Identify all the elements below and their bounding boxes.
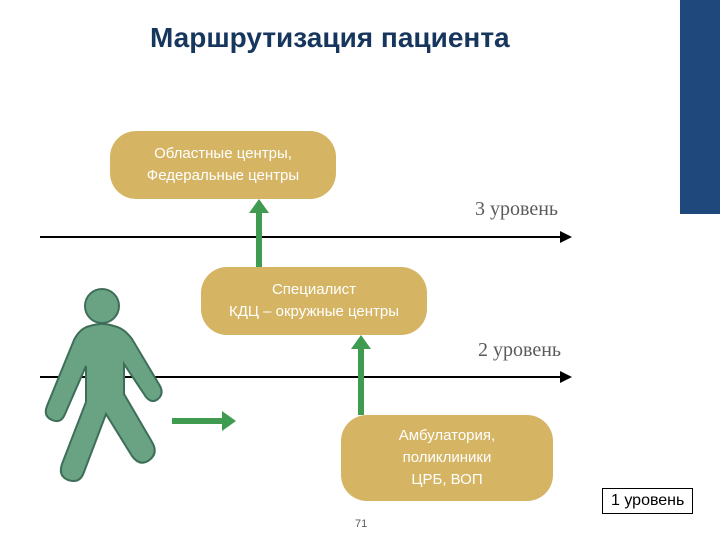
node-line: ЦРБ, ВОП: [411, 469, 482, 491]
node-line: поликлиники: [403, 447, 492, 469]
level2-label: 2 уровень: [478, 339, 561, 362]
page-title: Маршрутизация пациента: [150, 20, 510, 55]
node-line: Областные центры,: [154, 143, 292, 165]
level3-axis-arrow: [40, 236, 570, 238]
node-specialist: Специалист КДЦ – окружные центры: [201, 267, 427, 335]
page-number: 71: [355, 518, 367, 530]
decorative-blue-bar: [680, 0, 720, 214]
level1-label: 1 уровень: [611, 492, 684, 509]
node-line: Специалист: [272, 279, 356, 301]
arrow-patient-entry: [172, 418, 222, 424]
level3-label: 3 уровень: [475, 198, 558, 221]
node-line: Федеральные центры: [147, 165, 299, 187]
arrow-bot-to-mid: [358, 349, 364, 415]
node-ambulatory: Амбулатория, поликлиники ЦРБ, ВОП: [341, 415, 553, 501]
node-line: КДЦ – окружные центры: [229, 301, 399, 323]
patient-icon: [34, 284, 174, 494]
level1-label-box: 1 уровень: [602, 488, 693, 514]
node-regional-centers: Областные центры, Федеральные центры: [110, 131, 336, 199]
arrow-mid-to-top: [256, 213, 262, 267]
node-line: Амбулатория,: [399, 425, 495, 447]
